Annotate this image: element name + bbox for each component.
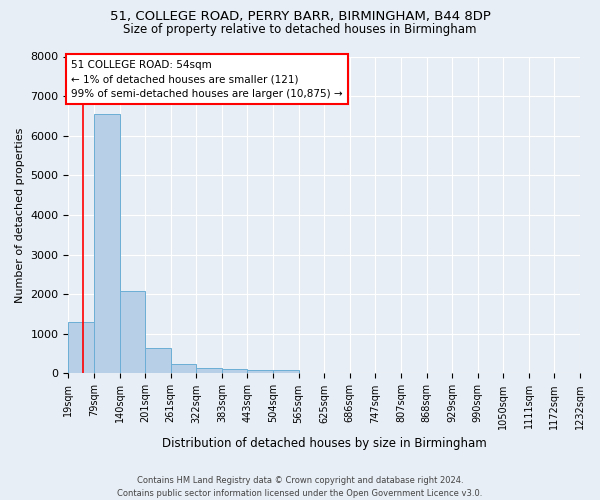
Bar xyxy=(273,370,299,374)
Bar xyxy=(171,364,196,374)
X-axis label: Distribution of detached houses by size in Birmingham: Distribution of detached houses by size … xyxy=(162,437,487,450)
Text: Size of property relative to detached houses in Birmingham: Size of property relative to detached ho… xyxy=(123,22,477,36)
Text: 51 COLLEGE ROAD: 54sqm
← 1% of detached houses are smaller (121)
99% of semi-det: 51 COLLEGE ROAD: 54sqm ← 1% of detached … xyxy=(71,60,343,100)
Bar xyxy=(196,368,222,374)
Bar xyxy=(247,370,273,374)
Bar xyxy=(145,348,171,374)
Bar xyxy=(68,322,94,374)
Bar xyxy=(222,370,247,374)
Text: 51, COLLEGE ROAD, PERRY BARR, BIRMINGHAM, B44 8DP: 51, COLLEGE ROAD, PERRY BARR, BIRMINGHAM… xyxy=(110,10,490,23)
Text: Contains HM Land Registry data © Crown copyright and database right 2024.
Contai: Contains HM Land Registry data © Crown c… xyxy=(118,476,482,498)
Y-axis label: Number of detached properties: Number of detached properties xyxy=(15,128,25,302)
Bar xyxy=(94,114,119,374)
Bar xyxy=(119,292,145,374)
